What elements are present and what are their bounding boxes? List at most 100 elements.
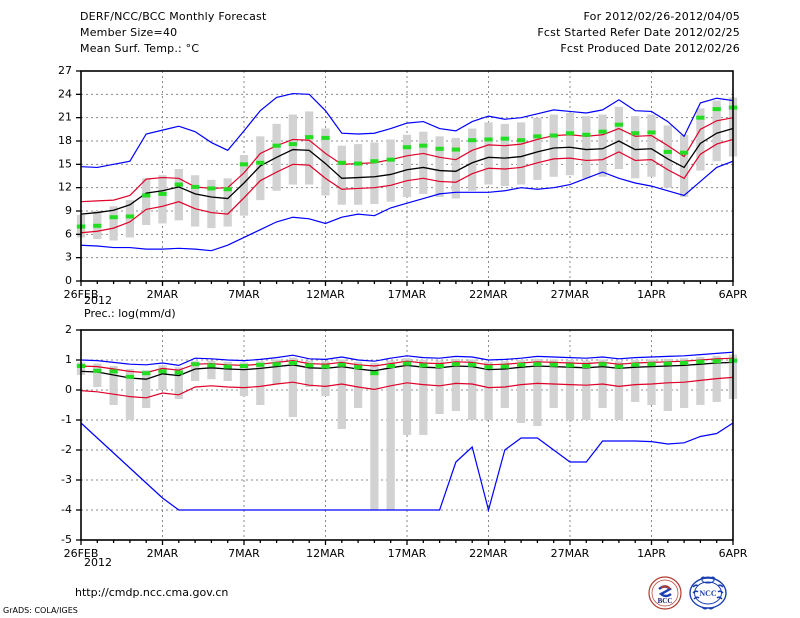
spread-bar	[565, 113, 575, 176]
spread-bar	[386, 360, 395, 510]
spread-bar	[565, 360, 575, 420]
spread-bar	[500, 123, 509, 187]
series-lower-quartile	[80, 138, 734, 234]
y-tick-label: 6	[65, 227, 72, 240]
x-tick-label: 6APR	[719, 547, 748, 560]
spread-bar	[451, 137, 461, 199]
x-tick-label: 12MAR	[306, 288, 345, 300]
spread-bar	[158, 175, 167, 224]
spread-bar	[696, 108, 705, 171]
spread-bar	[500, 361, 509, 408]
series-ensemble-mean	[80, 127, 734, 215]
spread-bar	[614, 361, 624, 420]
y-tick-label: 27	[58, 64, 72, 77]
x-tick-label: 7MAR	[228, 288, 260, 300]
series-max	[80, 92, 734, 169]
spread-bar	[256, 136, 265, 201]
series-upper-quartile	[80, 117, 734, 203]
x-tick-label: 12MAR	[306, 547, 345, 560]
spread-bar	[663, 358, 672, 411]
variable-label: Mean Surf. Temp.: °C	[80, 42, 200, 55]
spread-bar	[239, 155, 249, 216]
spread-bar	[484, 361, 493, 420]
spread-bar	[93, 363, 102, 387]
spread-bar	[142, 370, 151, 408]
bottom-chart-year-label: 2012	[84, 556, 112, 569]
spread-bar	[321, 128, 330, 196]
spread-bar	[223, 361, 232, 381]
spread-bar	[190, 175, 200, 227]
series-lower-quartile	[80, 376, 734, 399]
spread-bar	[468, 128, 477, 191]
spread-bar	[533, 358, 542, 426]
spread-bar	[647, 114, 656, 177]
page-title: DERF/NCC/BCC Monthly Forecast	[80, 10, 267, 23]
source-url[interactable]: http://cmdp.ncc.cma.gov.cn	[75, 586, 229, 599]
spread-bar	[468, 359, 477, 420]
member-size-label: Member Size=40	[80, 26, 178, 39]
y-tick-label: 15	[58, 157, 72, 170]
y-tick-label: -4	[61, 503, 72, 516]
refer-date-label: Fcst Started Refer Date 2012/02/25	[537, 26, 740, 39]
spread-bar	[305, 360, 314, 387]
spread-bar	[337, 145, 346, 205]
spread-bar	[549, 114, 558, 177]
spread-bar	[435, 360, 444, 414]
spread-bar	[223, 178, 232, 227]
produced-date-label: Fcst Produced Date 2012/02/26	[560, 42, 740, 55]
grads-credit: GrADS: COLA/IGES	[3, 606, 78, 615]
bcc-logo: BCC	[648, 576, 682, 610]
x-tick-label: 2MAR	[147, 547, 179, 560]
spread-bar	[435, 136, 444, 197]
spread-bar	[582, 116, 591, 179]
y-tick-label: -2	[61, 443, 72, 456]
spread-bar	[484, 122, 493, 185]
x-tick-label: 2MAR	[147, 288, 179, 300]
y-tick-label: 9	[65, 204, 72, 217]
x-tick-label: 27MAR	[551, 288, 590, 300]
spread-bar	[174, 367, 183, 399]
y-tick-label: 0	[65, 274, 72, 287]
y-tick-label: 18	[58, 134, 72, 147]
spread-bar	[321, 361, 330, 396]
spread-bar	[402, 134, 412, 197]
spread-bar	[419, 131, 428, 194]
spread-bar	[370, 142, 379, 204]
spread-bar	[125, 369, 135, 420]
spread-bar	[679, 134, 689, 197]
spread-bar	[679, 358, 689, 408]
spread-bar	[125, 200, 135, 238]
precipitation-chart: -5 -4 -3 -2 -1 0 1 2 26FEB 2MAR 7MAR 12MAR 17MAR 22MA…	[61, 323, 748, 560]
spread-bar	[174, 169, 183, 221]
spread-bar	[402, 358, 412, 435]
x-tick-label: 27MAR	[551, 547, 590, 560]
spread-bar	[516, 360, 526, 423]
y-tick-label: 3	[65, 251, 72, 264]
spread-bar	[305, 111, 314, 185]
x-tick-label: 22MAR	[469, 288, 508, 300]
spread-bar	[647, 359, 656, 405]
series-upper-quartile	[80, 357, 734, 374]
series-max	[80, 351, 734, 367]
y-tick-label: -5	[61, 533, 72, 546]
spread-bar	[288, 357, 298, 417]
spread-bar	[598, 114, 607, 177]
x-tick-label: 7MAR	[228, 547, 260, 560]
y-tick-label: 2	[65, 323, 72, 336]
y-tick-label: 12	[58, 181, 72, 194]
y-tick-label: 0	[65, 383, 72, 396]
ncc-logo: NCC	[689, 576, 727, 610]
spread-bar	[239, 362, 249, 396]
x-tick-label: 17MAR	[388, 547, 427, 560]
temperature-chart: 0 3 6 9 12 15 18 21 24 27 26FEB 2MAR 7MAR 12MAR 17MAR 2…	[58, 64, 748, 300]
precipitation-axis-title: Prec.: log(mm/d)	[84, 307, 176, 320]
spread-bar	[109, 366, 118, 405]
spread-bar	[516, 122, 526, 185]
forecast-period-label: For 2012/02/26-2012/04/05	[583, 10, 740, 23]
series-min	[80, 160, 734, 252]
x-tick-label: 17MAR	[388, 288, 427, 300]
spread-bar	[272, 359, 281, 384]
svg-text:NCC: NCC	[699, 589, 717, 598]
spread-bar	[207, 360, 216, 380]
x-tick-label: 1APR	[637, 547, 666, 560]
